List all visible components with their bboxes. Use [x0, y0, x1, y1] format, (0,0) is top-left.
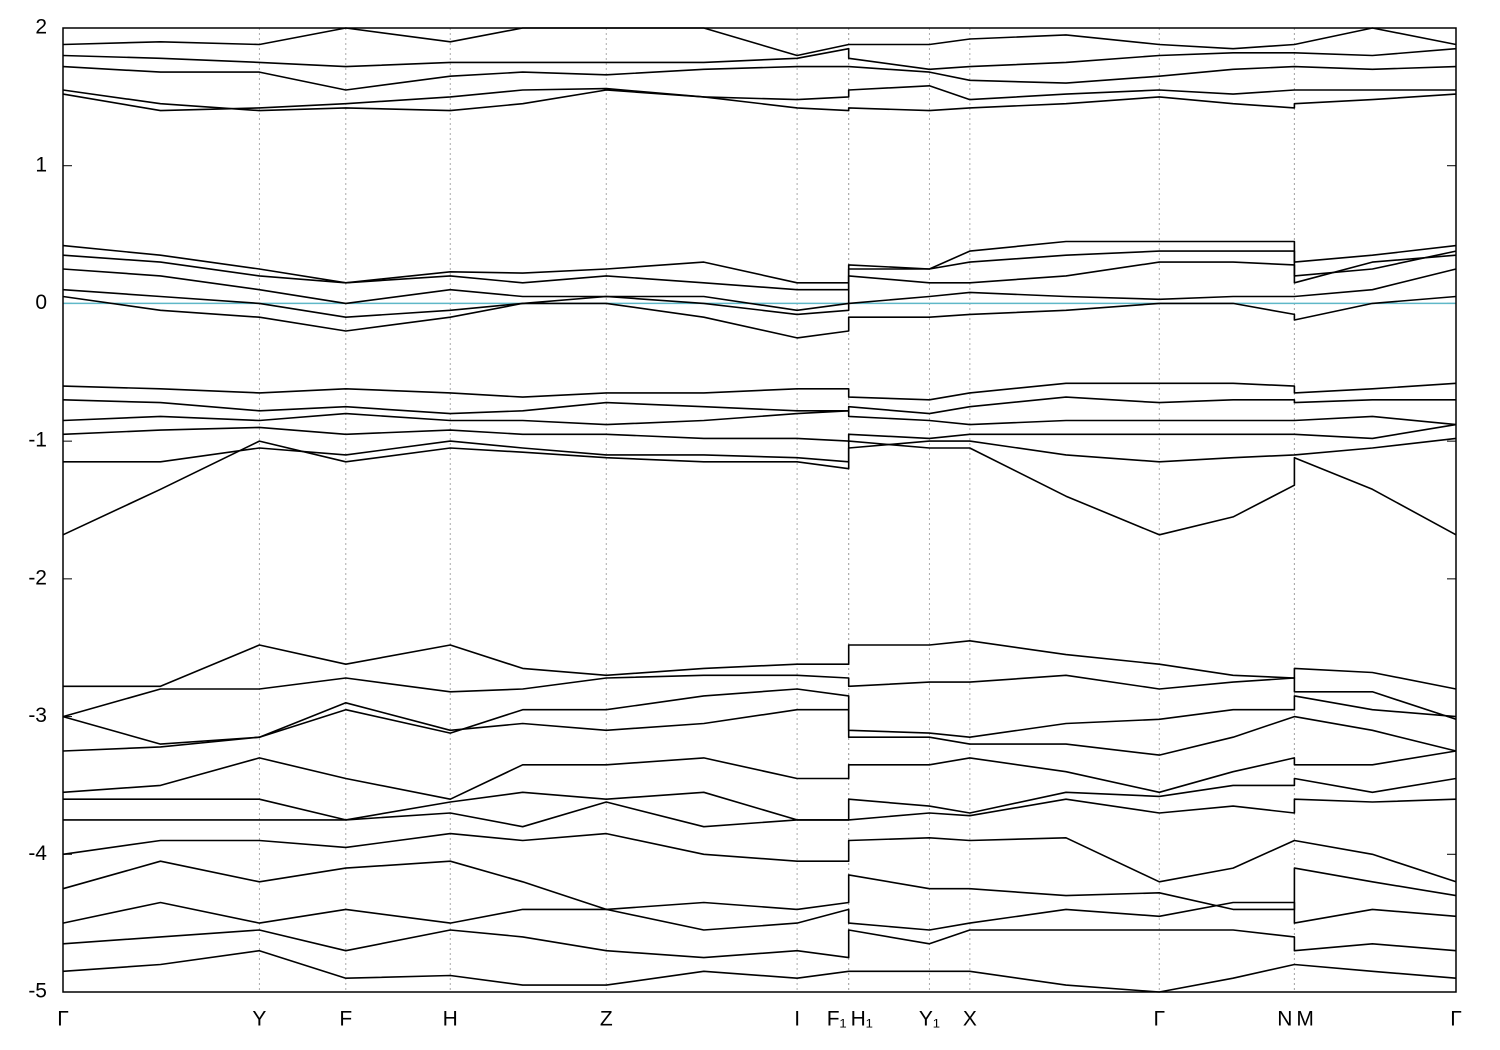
y-tick-label: -1	[28, 429, 47, 452]
x-tick-label: Γ	[57, 1008, 69, 1031]
x-tick-label: I	[794, 1008, 800, 1031]
band-line	[63, 437, 1457, 463]
x-tick-label: F₁	[827, 1008, 847, 1031]
band-line	[62, 750, 1457, 800]
band-line	[62, 860, 1457, 911]
x-tick-label: Γ	[1154, 1008, 1166, 1031]
y-tick-label: -5	[28, 980, 47, 1003]
band-line	[62, 832, 1457, 883]
y-tick-label: -4	[28, 842, 47, 865]
x-tick-label: Z	[600, 1008, 613, 1031]
y-tick-label: 2	[35, 16, 47, 39]
plot-frame	[62, 27, 1457, 993]
band-line	[62, 410, 1457, 426]
band-line	[63, 777, 1457, 821]
band-line	[62, 89, 1457, 112]
band-line	[62, 240, 1457, 284]
band-line	[62, 423, 1457, 442]
band-line	[62, 268, 1457, 318]
band-line	[62, 688, 1457, 745]
band-line	[63, 798, 1457, 828]
band-line	[62, 254, 1457, 312]
x-tick-label: Γ	[1450, 1008, 1462, 1031]
band-line	[62, 440, 1457, 536]
x-tick-label: N	[1277, 1008, 1292, 1031]
band-line	[63, 640, 1457, 690]
x-tick-label: H	[443, 1008, 458, 1031]
band-line	[62, 295, 1457, 339]
x-tick-label: F	[339, 1008, 352, 1031]
band-line	[62, 949, 1457, 993]
x-tick-label: H₁	[851, 1008, 873, 1031]
band-line	[62, 674, 1457, 721]
band-line	[62, 382, 1457, 401]
y-tick-label: -3	[28, 704, 47, 727]
y-tick-label: -2	[28, 566, 47, 589]
band-line	[62, 702, 1457, 756]
x-tick-label: Y₁	[919, 1008, 940, 1031]
y-tick-label: 0	[35, 291, 47, 314]
band-line	[62, 27, 1457, 57]
x-tick-label: Y	[252, 1008, 266, 1031]
band-line	[62, 901, 1457, 931]
y-tick-label: 1	[35, 153, 47, 176]
band-line	[62, 929, 1457, 959]
x-tick-label: X	[963, 1008, 977, 1031]
band-line	[62, 65, 1457, 91]
band-line	[62, 396, 1456, 415]
band-line	[62, 85, 1456, 112]
band-line	[62, 47, 1457, 71]
x-tick-label: M	[1296, 1008, 1314, 1031]
